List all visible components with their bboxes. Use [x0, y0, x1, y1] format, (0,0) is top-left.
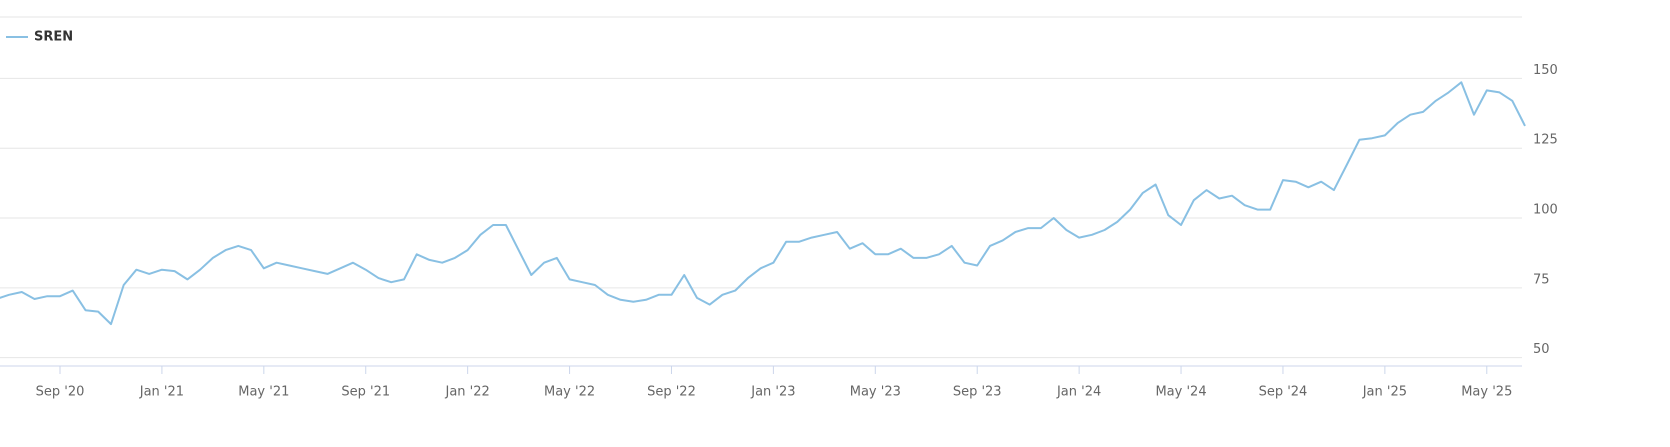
- x-tick-label: Jan '25: [1362, 385, 1407, 400]
- x-tick-label: May '24: [1155, 385, 1206, 400]
- x-tick-label: May '21: [238, 385, 289, 400]
- y-tick-label: 75: [1533, 272, 1550, 287]
- y-tick-label: 50: [1533, 342, 1550, 357]
- line-series: [0, 81, 1526, 326]
- x-tick-label: May '22: [544, 385, 595, 400]
- x-tick-label: Sep '22: [647, 385, 696, 400]
- y-tick-label: 100: [1533, 203, 1558, 218]
- x-tick-label: May '25: [1461, 385, 1512, 400]
- x-tick-label: Jan '24: [1056, 385, 1101, 400]
- x-tick-label: Sep '24: [1259, 385, 1308, 400]
- x-tick-label: Sep '21: [341, 385, 390, 400]
- x-tick-label: Sep '20: [36, 385, 85, 400]
- x-tick-label: Jan '21: [139, 385, 184, 400]
- x-tick-label: Jan '23: [750, 385, 795, 400]
- x-tick-label: Sep '23: [953, 385, 1002, 400]
- x-tick-label: Jan '22: [445, 385, 490, 400]
- y-tick-label: 150: [1533, 63, 1558, 78]
- legend-label: SREN: [34, 30, 73, 45]
- x-tick-label: May '23: [850, 385, 901, 400]
- y-tick-label: 125: [1533, 133, 1558, 148]
